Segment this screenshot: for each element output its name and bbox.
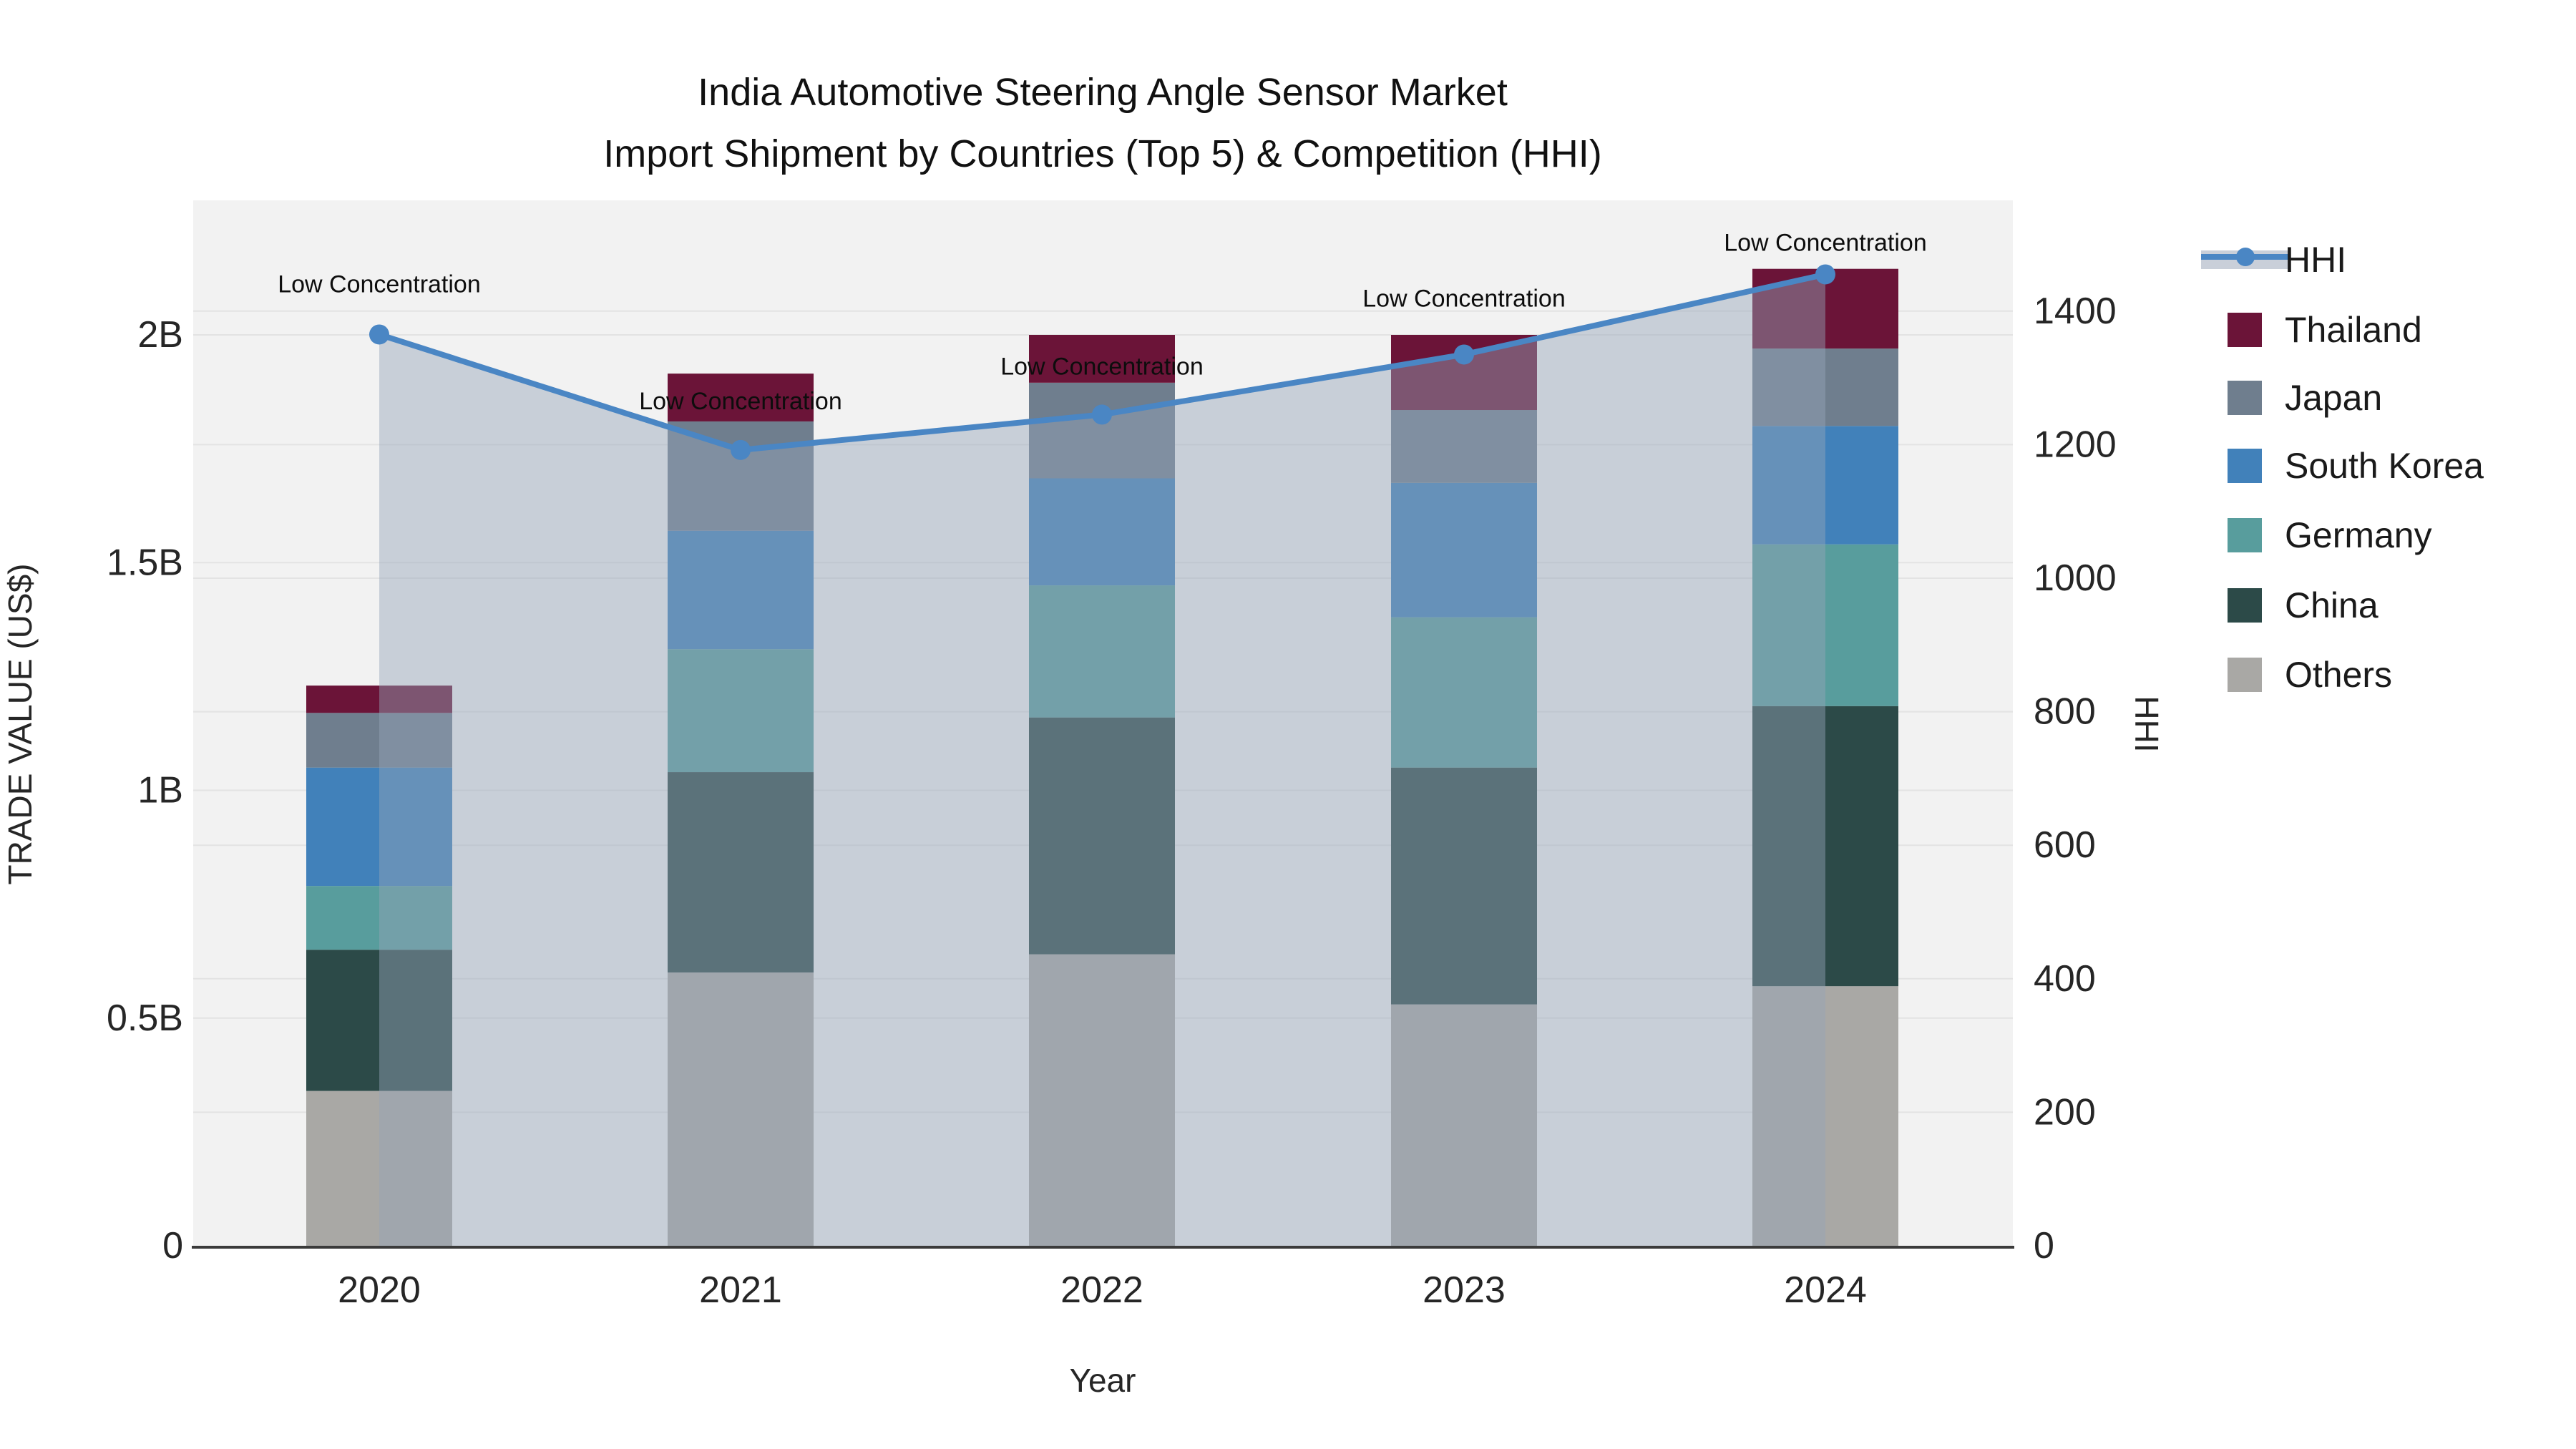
legend-item-others[interactable]: Others [2228,655,2392,695]
hhi-marker-2020[interactable] [369,324,389,345]
bar-segment-2020-south-korea[interactable] [306,767,452,887]
bar-segment-2021-germany[interactable] [668,649,814,773]
legend-swatch-icon [2228,588,2262,623]
legend-label-south-korea: South Korea [2285,446,2484,486]
bar-segment-2024-others[interactable] [1752,986,1898,1246]
bar-segment-2022-south-korea[interactable] [1029,478,1175,586]
y-left-tick-2B: 2B [137,314,183,356]
y-right-tick-800: 800 [2034,691,2096,733]
bar-segment-2021-south-korea[interactable] [668,530,814,650]
legend-swatch-icon [2228,449,2262,483]
bar-segment-2020-germany[interactable] [306,886,452,950]
bar-segment-2024-japan[interactable] [1752,348,1898,426]
legend-label-others: Others [2285,655,2392,695]
y-right-tick-400: 400 [2034,958,2096,1000]
hhi-marker-2024[interactable] [1815,264,1835,285]
legend-label-japan: Japan [2285,378,2382,418]
x-axis-title: Year [1070,1362,1136,1399]
legend-item-germany[interactable]: Germany [2228,515,2432,555]
plot-area: Low Concentration Low Concentration Low Co… [107,200,2117,1311]
legend-label-china: China [2285,585,2379,625]
bar-segment-2021-china[interactable] [668,772,814,973]
y-left-tick-1.5B: 1.5B [107,542,183,583]
legend-swatch-icon [2228,381,2262,415]
hhi-marker-2023[interactable] [1454,344,1474,365]
chart-title-line2: Import Shipment by Countries (Top 5) & C… [603,132,1602,175]
y-right-tick-600: 600 [2034,824,2096,866]
hhi-area-fill [379,274,1825,1246]
hhi-marker-2022[interactable] [1092,404,1112,425]
legend-swatch-icon [2228,518,2262,552]
legend-item-china[interactable]: China [2228,585,2379,625]
bar-segment-2022-others[interactable] [1029,954,1175,1246]
bar-segment-2021-japan[interactable] [668,421,814,531]
bar-segment-2024-germany[interactable] [1752,544,1898,706]
y-right-tick-1200: 1200 [2034,424,2117,465]
annotation-low-concentration-2021: Low Concentration [639,388,842,415]
bar-segment-2023-germany[interactable] [1391,617,1537,768]
bar-segment-2021-others[interactable] [668,972,814,1246]
legend-label-thailand: Thailand [2285,310,2422,350]
bar-segment-2023-japan[interactable] [1391,410,1537,483]
y-right-tick-0: 0 [2034,1225,2054,1267]
bar-segment-2023-china[interactable] [1391,767,1537,1005]
legend-item-thailand[interactable]: Thailand [2228,310,2422,350]
legend-hhi-marker-icon [2236,248,2255,266]
x-tick-2020: 2020 [338,1269,421,1311]
bar-segment-2022-china[interactable] [1029,717,1175,955]
y-axis-title-left: TRADE VALUE (US$) [1,563,39,884]
y-left-tick-1B: 1B [137,770,183,811]
bar-segment-2020-thailand[interactable] [306,686,452,713]
annotation-low-concentration-2022: Low Concentration [1000,353,1204,380]
legend-swatch-icon [2228,313,2262,347]
x-tick-2022: 2022 [1060,1269,1143,1311]
annotation-low-concentration-2020: Low Concentration [278,270,481,298]
annotation-low-concentration-2023: Low Concentration [1362,285,1566,312]
hhi-marker-2021[interactable] [731,439,751,460]
bar-segment-2022-japan[interactable] [1029,382,1175,479]
legend: HHI Thailand Japan South Korea Germany China O… [2201,240,2484,695]
chart-title-line1: India Automotive Steering Angle Sensor M… [698,71,1508,114]
bar-segment-2024-south-korea[interactable] [1752,426,1898,545]
x-tick-2024: 2024 [1784,1269,1867,1311]
y-right-tick-1000: 1000 [2034,557,2117,599]
x-tick-2023: 2023 [1423,1269,1506,1311]
bar-segment-2024-china[interactable] [1752,706,1898,987]
y-right-tick-1400: 1400 [2034,291,2117,332]
y-left-tick-0: 0 [162,1225,183,1267]
bar-segment-2022-thailand[interactable] [1029,335,1175,383]
legend-item-japan[interactable]: Japan [2228,378,2382,418]
bar-segment-2021-thailand[interactable] [668,374,814,421]
legend-item-hhi[interactable]: HHI [2201,240,2346,280]
bar-segment-2020-japan[interactable] [306,713,452,768]
bar-segment-2020-others[interactable] [306,1091,452,1246]
bar-segment-2023-others[interactable] [1391,1004,1537,1246]
x-tick-2021: 2021 [699,1269,782,1311]
y-axis-title-right: HHI [2128,696,2165,752]
bar-segment-2022-germany[interactable] [1029,585,1175,718]
legend-swatch-icon [2228,658,2262,692]
bar-segment-2023-south-korea[interactable] [1391,482,1537,618]
annotation-low-concentration-2024: Low Concentration [1724,229,1927,256]
legend-label-hhi: HHI [2285,240,2346,280]
legend-label-germany: Germany [2285,515,2432,555]
y-left-tick-0.5B: 0.5B [107,997,183,1039]
legend-item-south-korea[interactable]: South Korea [2228,446,2484,486]
y-right-tick-200: 200 [2034,1091,2096,1133]
bar-segment-2020-china[interactable] [306,950,452,1091]
